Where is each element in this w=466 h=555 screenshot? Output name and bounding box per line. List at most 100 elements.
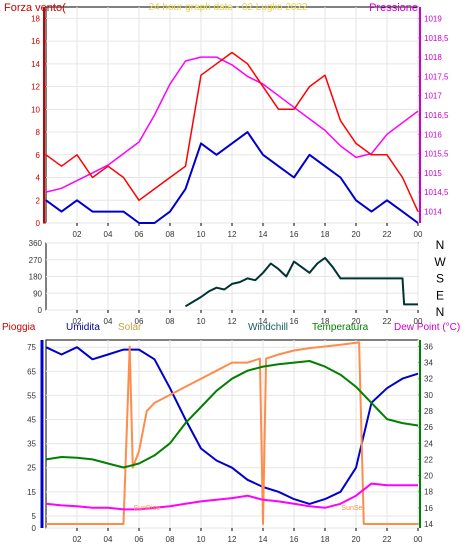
chart3-tick-label-y-right: 22 bbox=[424, 455, 433, 464]
chart3-tick-label-y-left: 35 bbox=[27, 440, 36, 449]
chart3-tick-label-x: 14 bbox=[259, 535, 268, 544]
chart1-tick-label-y-left: 8 bbox=[36, 128, 41, 137]
chart3-tick-label-y-left: 25 bbox=[27, 464, 36, 473]
chart3-legend-item: Solar bbox=[118, 322, 142, 333]
chart3-tick-label-y-right: 24 bbox=[424, 439, 433, 448]
chart2-tick-label-x: 16 bbox=[290, 317, 299, 326]
chart2-series-direzione bbox=[184, 256, 418, 308]
chart3-tick-label-y-right: 28 bbox=[424, 407, 433, 416]
chart3-tick-label-x: 18 bbox=[321, 535, 330, 544]
chart1-series-vento-medio bbox=[45, 131, 419, 224]
chart3-tick-label-y-right: 20 bbox=[424, 472, 433, 481]
chart1-series-pressione bbox=[45, 56, 419, 193]
chart2-tick-label-x: 20 bbox=[352, 317, 361, 326]
chart3-tick-label-y-right: 26 bbox=[424, 423, 433, 432]
chart3-legend-item: Dew Point (°C) bbox=[394, 322, 460, 333]
chart1-tick-label-y-right: 1017,5 bbox=[424, 72, 449, 81]
chart2-direction-label: E bbox=[436, 288, 444, 302]
chart1-tick-label-y-right: 1015,5 bbox=[424, 150, 449, 159]
chart1-tick-label-y-left: 12 bbox=[31, 83, 40, 92]
chart3-tick-label-y-left: 65 bbox=[27, 367, 36, 376]
chart3-tick-label-x: 22 bbox=[383, 535, 392, 544]
chart2-tick-label-y: 270 bbox=[29, 256, 43, 265]
chart1-tick-label-y-right: 1014,5 bbox=[424, 188, 449, 197]
chart1-tick-label-x: 16 bbox=[290, 230, 299, 239]
chart1-tick-label-x: 04 bbox=[104, 230, 113, 239]
chart3-tick-label-x: 16 bbox=[290, 535, 299, 544]
chart1-tick-label-x: 00 bbox=[414, 230, 423, 239]
chart2-tick-label-x: 22 bbox=[383, 317, 392, 326]
chart3-tick-label-y-right: 36 bbox=[424, 342, 433, 351]
chart3-tick-label-x: 12 bbox=[228, 535, 237, 544]
chart1-tick-label-x: 14 bbox=[259, 230, 268, 239]
chart3-tick-label-x: 20 bbox=[352, 535, 361, 544]
chart2-tick-label-x: 08 bbox=[166, 317, 175, 326]
chart3-tick-label-x: 08 bbox=[166, 535, 175, 544]
chart1-tick-label-y-right: 1014 bbox=[424, 207, 442, 216]
chart1-tick-label-x: 10 bbox=[197, 230, 206, 239]
chart1-tick-label-y-right: 1016,5 bbox=[424, 111, 449, 120]
chart1-right-axis-label: Pressione bbox=[369, 2, 418, 14]
chart1-tick-label-y-left: 16 bbox=[31, 37, 40, 46]
chart3-tick-label-y-right: 34 bbox=[424, 359, 433, 368]
chart3-tick-label-y-left: 15 bbox=[27, 488, 36, 497]
chart1-tick-label-x: 22 bbox=[383, 230, 392, 239]
chart1-tick-label-y-right: 1015 bbox=[424, 169, 442, 178]
chart3-tick-label-x: 10 bbox=[197, 535, 206, 544]
chart3-tick-label-y-right: 30 bbox=[424, 391, 433, 400]
chart2-direction-label: S bbox=[436, 272, 444, 286]
chart2-tick-label-x: 02 bbox=[73, 317, 82, 326]
chart1-tick-label-y-left: 14 bbox=[31, 60, 40, 69]
chart3-tick-label-y-left: 5 bbox=[32, 512, 37, 521]
chart1-tick-label-x: 20 bbox=[352, 230, 361, 239]
chart3-tick-label-x: 02 bbox=[73, 535, 82, 544]
chart2-direction-label: W bbox=[434, 255, 446, 269]
chart1-tick-label-y-right: 1017 bbox=[424, 92, 442, 101]
chart1-series-raffica bbox=[45, 51, 419, 212]
chart1-tick-label-y-left: 10 bbox=[31, 105, 40, 114]
chart3-series-dew-point-c- bbox=[45, 482, 418, 511]
chart1-tick-label-x: 18 bbox=[321, 230, 330, 239]
chart3-annotation-sunrise: SunRise bbox=[134, 505, 161, 512]
chart3-tick-label-y-right: 16 bbox=[424, 504, 433, 513]
chart1-tick-label-y-left: 2 bbox=[36, 196, 41, 205]
chart1-title: 24 hour graph date - 02 Luglio 2022 bbox=[148, 2, 307, 13]
chart2-direction-label: N bbox=[436, 305, 445, 319]
chart1-tick-label-y-left: 6 bbox=[36, 151, 41, 160]
chart3-series-temperatura bbox=[45, 360, 419, 469]
chart3-legend-item: Pioggia bbox=[2, 322, 36, 333]
chart1-tick-label-x: 02 bbox=[73, 230, 82, 239]
chart3-tick-label-x: 06 bbox=[135, 535, 144, 544]
chart3-tick-label-x: 00 bbox=[414, 535, 423, 544]
chart3-legend-item: Windchill bbox=[248, 322, 288, 333]
chart2-tick-label-x: 04 bbox=[104, 317, 113, 326]
chart3-annotation-sunset: SunSet bbox=[341, 505, 364, 512]
chart2-tick-label-x: 12 bbox=[228, 317, 237, 326]
chart1-tick-label-x: 08 bbox=[166, 230, 175, 239]
chart2-tick-label-x: 14 bbox=[259, 317, 268, 326]
chart1-tick-label-y-left: 0 bbox=[36, 219, 41, 228]
chart2-tick-label-y: 90 bbox=[33, 289, 42, 298]
chart1-tick-label-y-right: 1019 bbox=[424, 15, 442, 24]
chart3-tick-label-y-left: 55 bbox=[27, 391, 36, 400]
chart1-tick-label-y-right: 1018 bbox=[424, 53, 442, 62]
chart2-tick-label-x: 10 bbox=[197, 317, 206, 326]
chart3-tick-label-y-left: 45 bbox=[27, 416, 36, 425]
chart3-tick-label-y-left: 75 bbox=[27, 343, 36, 352]
chart1-tick-label-x: 12 bbox=[228, 230, 237, 239]
chart2-tick-label-x: 18 bbox=[321, 317, 330, 326]
chart3-legend-item: Temperatura bbox=[312, 322, 369, 333]
chart2-tick-label-y: 0 bbox=[38, 306, 43, 315]
chart2-tick-label-y: 180 bbox=[29, 273, 43, 282]
chart3-tick-label-y-right: 14 bbox=[424, 520, 433, 529]
chart3-tick-label-x: 04 bbox=[104, 535, 113, 544]
chart1-tick-label-y-right: 1018,5 bbox=[424, 34, 449, 43]
chart2-tick-label-y: 360 bbox=[29, 239, 43, 248]
chart3-tick-label-y-right: 32 bbox=[424, 375, 433, 384]
chart2-direction-label: N bbox=[436, 238, 445, 252]
chart3-tick-label-y-left: 0 bbox=[32, 524, 37, 533]
chart2-tick-label-x: 06 bbox=[135, 317, 144, 326]
chart3-series-solar bbox=[46, 341, 418, 525]
